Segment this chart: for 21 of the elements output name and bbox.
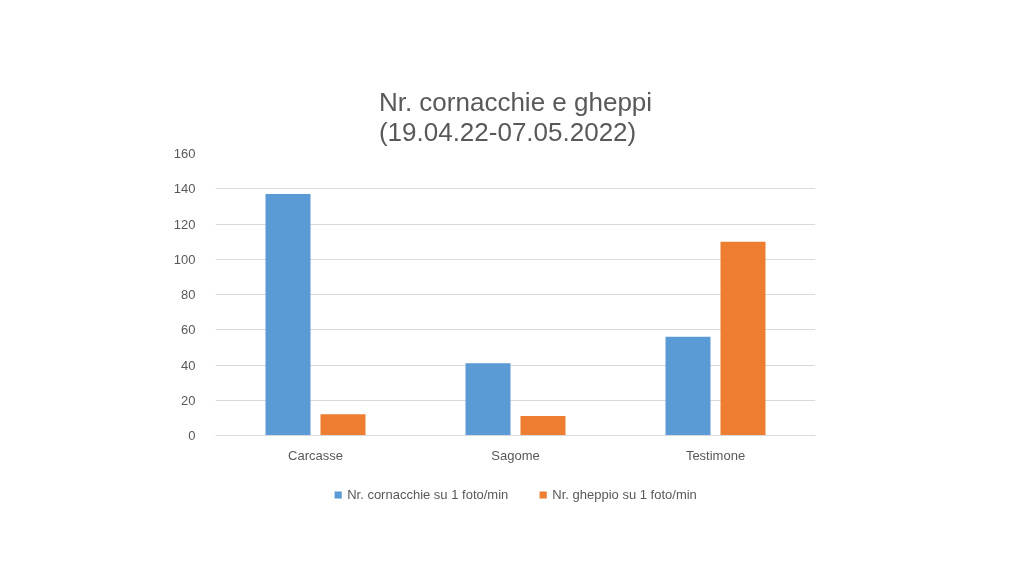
x-tick-label: Sagome — [491, 447, 540, 463]
bar — [720, 241, 766, 436]
y-tick-label: 40 — [181, 357, 196, 373]
x-tick-label: Carcasse — [288, 447, 343, 463]
bar — [665, 336, 711, 436]
y-tick-label: 80 — [181, 287, 196, 302]
y-tick-label: 20 — [181, 392, 196, 408]
x-tick-label: Testimone — [685, 447, 746, 463]
y-tick-label: 100 — [173, 251, 196, 267]
y-tick-label: 140 — [173, 181, 196, 197]
y-tick-label: 60 — [181, 322, 196, 338]
legend-label: Nr. gheppio su 1 foto/min — [552, 487, 697, 502]
bar — [320, 414, 366, 436]
bar — [465, 363, 511, 436]
bar — [265, 194, 311, 436]
y-tick-label: 160 — [173, 146, 196, 161]
bar — [520, 416, 566, 436]
y-tick-label: 120 — [173, 216, 196, 232]
legend-label: Nr. cornacchie su 1 foto/min — [347, 487, 509, 502]
y-tick-label: 0 — [188, 428, 196, 443]
chart-title: Nr. cornacchie e gheppi (19.04.22-07.05.2022) — [378, 86, 653, 147]
